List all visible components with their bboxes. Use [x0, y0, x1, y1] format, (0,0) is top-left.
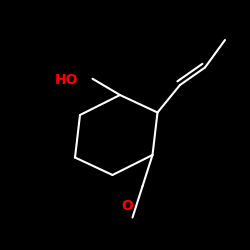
Text: O: O: [122, 199, 134, 213]
Text: HO: HO: [55, 73, 78, 87]
